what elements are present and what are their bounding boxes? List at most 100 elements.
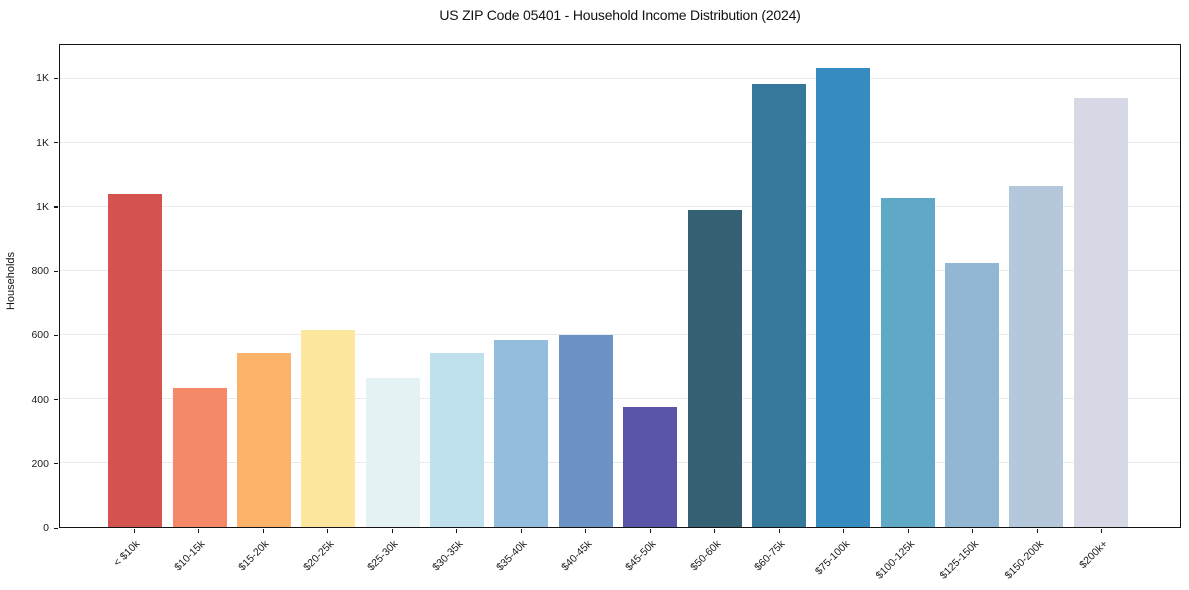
bar-cell — [876, 45, 940, 527]
bar-cell — [1069, 45, 1133, 527]
bar-100-125k — [880, 197, 935, 527]
x-tick-mark — [520, 529, 522, 533]
bar-cell — [489, 45, 553, 527]
bar-75-100k — [816, 68, 871, 527]
bar-cell — [232, 45, 296, 527]
y-tick-mark — [54, 270, 58, 272]
x-tick-label: $200k+ — [1077, 538, 1111, 572]
x-tick: $125-150k — [937, 528, 1006, 590]
x-tick-mark — [262, 529, 264, 533]
y-tick-label: 1K — [36, 136, 49, 149]
x-tick: $60-75k — [747, 528, 812, 590]
bar-125-150k — [945, 263, 1000, 527]
bar-20-25k — [301, 330, 356, 527]
bar-cell — [618, 45, 682, 527]
x-tick: $20-25k — [296, 528, 361, 590]
bar-200k — [1073, 98, 1128, 527]
bar-cell — [682, 45, 746, 527]
x-tick-label: $125-150k — [937, 538, 982, 582]
x-tick-label: $75-100k — [812, 538, 853, 578]
x-tick: < $10k — [102, 528, 167, 590]
bar-45-50k — [623, 407, 678, 527]
y-tick-mark — [54, 142, 58, 144]
x-tick-mark — [778, 529, 780, 533]
y-tick-label: 800 — [31, 265, 49, 278]
x-tick-mark — [649, 529, 651, 533]
x-tick-mark — [907, 529, 909, 533]
bar-cell — [103, 45, 167, 527]
x-tick-mark — [391, 529, 393, 533]
bar-cell — [296, 45, 360, 527]
y-tick-label: 600 — [31, 329, 49, 342]
y-tick-mark — [54, 77, 58, 80]
bar-40-45k — [558, 335, 613, 527]
bar-cell — [425, 45, 489, 527]
x-tick-mark — [843, 529, 845, 533]
bar-cell — [1004, 45, 1068, 527]
bar-cell — [811, 45, 875, 527]
x-tick-label: $35-40k — [494, 538, 530, 574]
bar-60-75k — [751, 84, 806, 527]
y-tick-label: 0 — [43, 522, 49, 534]
x-tick-mark — [456, 529, 458, 533]
bar-30-35k — [430, 352, 485, 527]
plot-area — [59, 44, 1181, 528]
x-tick: $150-200k — [1002, 528, 1070, 590]
x-tick-mark — [1101, 529, 1103, 533]
x-tick-label: $20-25k — [300, 538, 337, 574]
x-tick: $50-60k — [683, 528, 748, 590]
x-tick-mark — [133, 529, 135, 533]
gridline-400 — [60, 398, 1180, 400]
y-tick-mark — [54, 527, 58, 529]
bar-cell — [940, 45, 1004, 527]
x-tick-label: $25-30k — [365, 538, 401, 574]
x-tick-mark — [198, 529, 200, 533]
x-tick: $45-50k — [618, 528, 683, 590]
x-tick-mark — [1036, 529, 1038, 533]
bar-150-200k — [1009, 186, 1064, 527]
x-tick-mark — [972, 529, 974, 533]
x-tick: $35-40k — [489, 528, 554, 590]
bars-layer — [60, 45, 1180, 527]
bar-35-40k — [494, 339, 549, 527]
y-tick-label: 1K — [36, 200, 49, 213]
x-tick: $25-30k — [360, 528, 425, 590]
gridline-1400 — [60, 78, 1180, 80]
y-tick-mark — [54, 334, 58, 336]
x-axis-ticks: < $10k $10-15k $15-20k $20-25k $25-30k $30-35… — [59, 528, 1181, 590]
bar-cell — [361, 45, 425, 527]
x-tick-label: $30-35k — [429, 538, 466, 574]
x-tick-label: $50-60k — [687, 538, 724, 574]
y-tick-label: 400 — [31, 393, 49, 406]
x-tick: $200k+ — [1070, 528, 1135, 590]
y-tick-mark — [54, 463, 58, 465]
x-tick-label: $10-15k — [171, 538, 208, 574]
gridline-800 — [60, 270, 1180, 272]
bar-10-15k — [172, 387, 227, 527]
x-tick: $10-15k — [167, 528, 232, 590]
x-tick-mark — [585, 529, 587, 533]
x-tick: $40-45k — [554, 528, 619, 590]
bar-10k — [108, 194, 163, 527]
x-tick: $75-100k — [812, 528, 877, 590]
bar-25-30k — [365, 378, 420, 527]
gridline-1200 — [60, 142, 1180, 144]
chart-title: US ZIP Code 05401 - Household Income Dis… — [439, 7, 801, 23]
y-tick-label: 200 — [31, 457, 49, 470]
y-axis-ticks: 0 200 400 600 800 1K 1K 1K — [0, 44, 59, 534]
y-tick-mark — [54, 399, 58, 401]
bar-50-60k — [687, 210, 742, 527]
x-tick: $100-125k — [873, 528, 941, 590]
x-tick-label: $40-45k — [558, 538, 595, 574]
bar-cell — [554, 45, 618, 527]
gridline-600 — [60, 334, 1180, 336]
bar-15-20k — [236, 352, 291, 527]
gridlines-layer — [60, 45, 1180, 527]
x-tick-mark — [714, 529, 716, 533]
y-tick-mark — [54, 206, 58, 208]
x-tick-label: $45-50k — [623, 538, 659, 574]
gridline-200 — [60, 462, 1180, 464]
x-tick-label: $150-200k — [1002, 538, 1046, 582]
gridline-1000 — [60, 206, 1180, 208]
